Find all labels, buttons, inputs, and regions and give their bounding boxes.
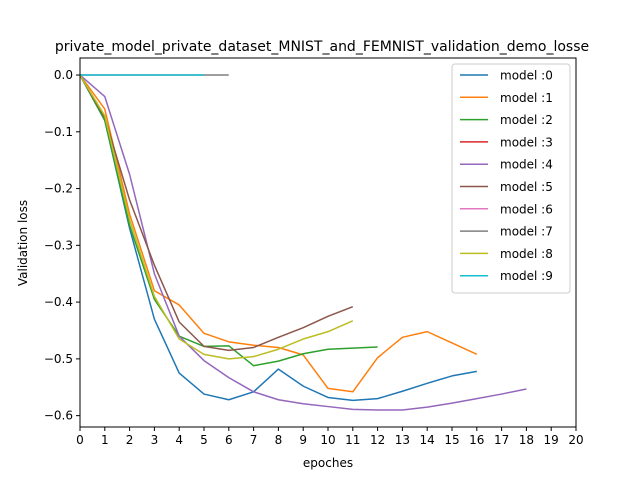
legend-label: model :4 (500, 158, 553, 172)
x-tick-label: 12 (370, 433, 385, 447)
x-tick-label: 20 (568, 433, 583, 447)
x-tick-label: 2 (126, 433, 134, 447)
x-tick-label: 6 (225, 433, 233, 447)
x-tick-label: 3 (151, 433, 159, 447)
x-tick-label: 0 (76, 433, 84, 447)
legend-box (451, 63, 571, 294)
legend-label: model :3 (500, 135, 553, 149)
series-line-model-1 (80, 74, 478, 393)
x-tick-label: 11 (345, 433, 360, 447)
series-line-model-2 (80, 74, 378, 367)
legend-label: model :9 (500, 269, 553, 283)
x-tick-label: 17 (494, 433, 509, 447)
legend-label: model :7 (500, 225, 553, 239)
x-tick-label: 1 (101, 433, 109, 447)
series-line-model-4 (80, 74, 527, 411)
x-tick-label: 16 (469, 433, 484, 447)
series-line-model-5 (80, 74, 354, 352)
legend-label: model :6 (500, 202, 553, 216)
x-tick-label: 19 (544, 433, 559, 447)
x-tick-label: 4 (175, 433, 183, 447)
chart-title: private_model_private_dataset_MNIST_and_… (55, 39, 589, 55)
legend-label: model :5 (500, 180, 553, 194)
x-tick-label: 5 (200, 433, 208, 447)
x-tick-label: 18 (519, 433, 534, 447)
x-tick-label: 8 (275, 433, 283, 447)
series-layer (80, 74, 527, 411)
x-axis: 0 1 2 3 4 5 6 7 8 9 10 11 12 13 14 15 16 17 18 19 20 (76, 427, 584, 447)
x-tick-label: 10 (320, 433, 335, 447)
y-axis: 0.0 −0.1 −0.2 −0.3 −0.4 −0.5 −0.6 (44, 68, 80, 423)
y-tick-label: −0.3 (44, 238, 73, 252)
series-line-model-0 (80, 74, 477, 402)
y-tick-label: −0.5 (44, 352, 73, 366)
legend-label: model :8 (500, 247, 553, 261)
x-tick-label: 9 (299, 433, 307, 447)
x-tick-label: 14 (420, 433, 435, 447)
x-tick-label: 15 (444, 433, 459, 447)
legend: model :0 model :1 model :2 model :3 model :4… (451, 63, 571, 294)
y-axis-label: Validation loss (16, 200, 30, 286)
y-tick-label: −0.4 (44, 295, 73, 309)
legend-label: model :0 (500, 69, 553, 83)
y-tick-label: 0.0 (54, 68, 73, 82)
y-tick-label: −0.6 (44, 409, 73, 423)
x-tick-label: 13 (395, 433, 410, 447)
y-tick-label: −0.2 (44, 182, 73, 196)
legend-label: model :1 (500, 91, 553, 105)
x-tick-label: 7 (250, 433, 258, 447)
x-axis-label: epoches (303, 456, 353, 470)
legend-label: model :2 (500, 113, 553, 127)
y-tick-label: −0.1 (44, 125, 73, 139)
series-line-model-8 (80, 74, 354, 360)
